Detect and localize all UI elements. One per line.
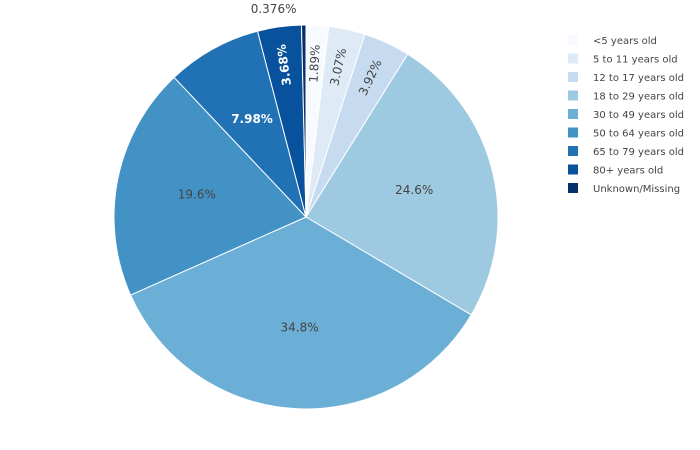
- pie-slice[interactable]: [173, 30, 307, 218]
- legend-swatch: [568, 90, 578, 101]
- legend-label: Unknown/Missing: [593, 184, 680, 195]
- legend-item[interactable]: Unknown/Missing: [568, 183, 680, 195]
- pie-slice[interactable]: [305, 53, 499, 316]
- slice-label: 0.376%: [251, 2, 297, 16]
- legend-swatch: [568, 127, 578, 138]
- legend[interactable]: <5 years old 5 to 11 years old 12 to 17 ye…: [568, 35, 684, 195]
- legend-label: 5 to 11 years old: [593, 55, 678, 66]
- slice-label: 19.6%: [178, 188, 216, 202]
- legend-swatch: [568, 72, 578, 82]
- legend-item[interactable]: 50 to 64 years old: [568, 127, 684, 140]
- pie-slice[interactable]: [113, 76, 307, 296]
- legend-item[interactable]: 18 to 29 years old: [568, 90, 684, 103]
- legend-swatch: [568, 53, 578, 64]
- legend-label: 12 to 17 years old: [593, 73, 684, 84]
- pie-slice[interactable]: [129, 216, 472, 410]
- legend-swatch: [568, 183, 578, 193]
- slice-label: 1.89%: [307, 44, 323, 83]
- legend-item[interactable]: 5 to 11 years old: [568, 53, 678, 66]
- legend-label: <5 years old: [593, 36, 657, 47]
- legend-label: 65 to 79 years old: [593, 147, 684, 158]
- legend-swatch: [568, 146, 578, 156]
- legend-swatch: [568, 35, 578, 45]
- legend-label: 80+ years old: [593, 166, 663, 177]
- slice-label: 34.8%: [280, 321, 318, 335]
- legend-item[interactable]: 65 to 79 years old: [568, 146, 684, 158]
- legend-label: 30 to 49 years old: [593, 110, 684, 121]
- pie-slice[interactable]: [300, 24, 307, 218]
- legend-label: 50 to 64 years old: [593, 129, 684, 140]
- legend-item[interactable]: 30 to 49 years old: [568, 109, 684, 121]
- legend-swatch: [568, 164, 578, 175]
- legend-item[interactable]: <5 years old: [568, 35, 657, 47]
- slice-label: 3.68%: [274, 43, 294, 86]
- legend-item[interactable]: 12 to 17 years old: [568, 72, 684, 84]
- pie-slices: [113, 24, 499, 410]
- legend-item[interactable]: 80+ years old: [568, 164, 663, 177]
- legend-swatch: [568, 109, 578, 119]
- legend-label: 18 to 29 years old: [593, 92, 684, 103]
- slice-label: 7.98%: [231, 112, 273, 126]
- slice-label: 24.6%: [395, 183, 433, 197]
